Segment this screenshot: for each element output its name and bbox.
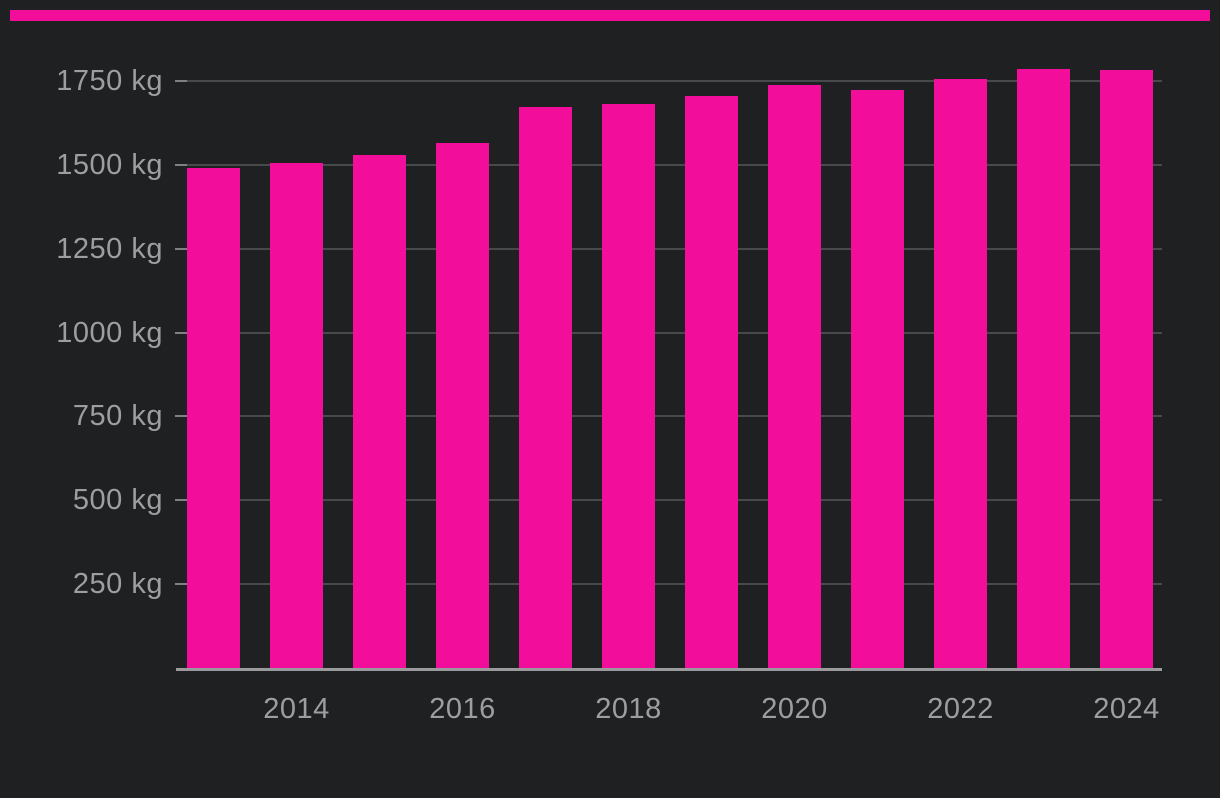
x-axis-label: 2022 (927, 693, 994, 725)
x-axis-label: 2016 (429, 693, 496, 725)
y-axis-label: 500 kg (72, 484, 163, 517)
y-axis-tick (175, 247, 187, 250)
bar-2022 (934, 79, 987, 668)
x-axis-label: 2024 (1093, 693, 1160, 725)
bar-2021 (851, 89, 904, 668)
y-axis-tick (175, 331, 187, 334)
x-axis-label: 2020 (761, 693, 828, 725)
gridline-500 (175, 499, 1162, 502)
y-axis-label: 1000 kg (56, 316, 163, 349)
y-axis-label: 1500 kg (56, 148, 163, 181)
bar-2020 (768, 85, 821, 668)
bar-2016 (436, 142, 489, 668)
y-axis-tick (175, 415, 187, 418)
y-axis-tick (175, 163, 187, 166)
y-axis-label: 1250 kg (56, 232, 163, 265)
y-axis-tick (175, 583, 187, 586)
bar-chart-plot-area (175, 0, 1162, 668)
y-axis-label: 1750 kg (56, 65, 163, 97)
bar-2024 (1100, 70, 1153, 668)
accent-banner (10, 10, 1210, 21)
x-axis-label: 2018 (595, 693, 662, 725)
bar-2013 (187, 168, 240, 668)
y-axis-tick (175, 499, 187, 502)
gridline-1250 (175, 247, 1162, 250)
y-axis-label: 750 kg (72, 400, 163, 433)
x-axis-label: 2014 (263, 693, 330, 725)
bar-2015 (353, 154, 406, 668)
y-axis-tick (175, 80, 187, 82)
bar-2018 (602, 103, 655, 668)
bar-2023 (1017, 69, 1070, 668)
gridline-1000 (175, 331, 1162, 334)
gridline-1750 (175, 80, 1162, 82)
gridline-750 (175, 415, 1162, 418)
x-axis-line (176, 668, 1162, 671)
bar-2017 (519, 106, 572, 668)
y-axis-label: 250 kg (72, 568, 163, 601)
gridline-250 (175, 583, 1162, 586)
bar-2014 (270, 163, 323, 668)
gridline-1500 (175, 163, 1162, 166)
bar-2019 (685, 96, 738, 668)
